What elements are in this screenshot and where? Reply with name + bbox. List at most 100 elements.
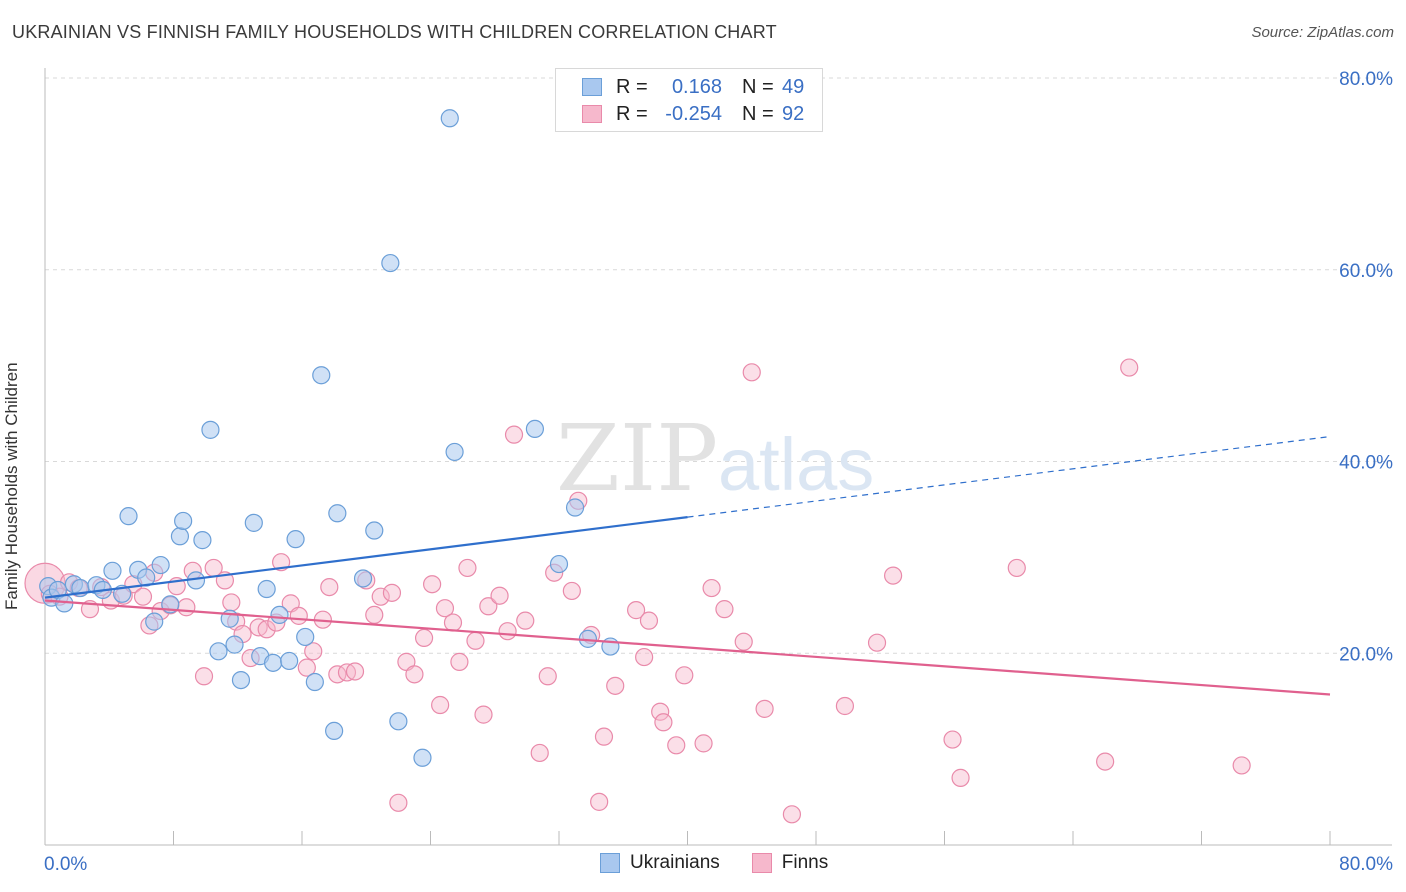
legend-label: Finns xyxy=(781,852,829,873)
ukrainians-trend-line xyxy=(44,516,688,599)
finns-point xyxy=(715,600,734,619)
ukrainians-point xyxy=(263,653,283,672)
r-value: -0.254 xyxy=(665,102,722,125)
finns-swatch xyxy=(751,853,772,873)
finns-swatch xyxy=(582,105,602,123)
finns-point xyxy=(466,631,485,650)
legend-item-finns: Finns xyxy=(751,852,829,874)
ukrainians-point xyxy=(525,419,545,439)
ukrainians-swatch xyxy=(600,853,620,873)
n-value: 92 xyxy=(782,102,805,125)
y-tick-label: 40.0% xyxy=(1339,453,1393,474)
correlation-legend: R = 0.168 N = 49 R = -0.254 N = 92 xyxy=(555,68,823,132)
finns-point xyxy=(635,647,654,667)
finns-point xyxy=(867,633,887,652)
finns-trend-line xyxy=(44,599,1331,696)
finns-point xyxy=(389,793,408,812)
finns-point xyxy=(516,611,535,630)
finns-point xyxy=(431,695,450,715)
ukrainians-point xyxy=(280,651,299,671)
finns-point xyxy=(782,805,802,824)
finns-point xyxy=(320,577,339,597)
ukrainians-point xyxy=(151,555,170,575)
ukrainians-point xyxy=(413,748,432,767)
finns-point xyxy=(1096,752,1115,771)
ukrainians-point xyxy=(565,498,585,517)
ukrainians-point xyxy=(225,635,244,654)
finns-point xyxy=(382,583,402,602)
legend-item-ukrainians: Ukrainians xyxy=(600,852,720,874)
ukrainians-point xyxy=(193,531,212,550)
n-value: 49 xyxy=(782,75,805,98)
finns-point xyxy=(606,676,625,695)
finns-point xyxy=(443,613,463,632)
ukrainians-point xyxy=(170,527,190,546)
ukrainians-point xyxy=(296,627,315,647)
finns-point xyxy=(345,662,365,681)
finns-point xyxy=(538,667,557,686)
trend-lines xyxy=(44,435,1331,696)
finns-point xyxy=(1232,756,1251,775)
finns-point xyxy=(651,702,670,721)
ukrainians-point xyxy=(103,561,122,580)
watermark-atlas: atlas xyxy=(718,423,874,506)
finns-point xyxy=(222,593,241,612)
finns-point xyxy=(755,699,774,718)
ukrainians-point xyxy=(353,569,373,588)
finns-point xyxy=(479,597,498,616)
ukrainians-point xyxy=(381,253,400,273)
ukrainians-point xyxy=(549,554,569,574)
r-label: R = xyxy=(616,102,648,125)
watermark: ZIP atlas xyxy=(556,405,874,512)
ukrainians-point xyxy=(119,507,138,526)
finns-point xyxy=(639,611,659,630)
ukrainians-point xyxy=(389,712,408,731)
finns-point xyxy=(194,667,214,686)
finns-point xyxy=(626,601,646,620)
finns-point xyxy=(530,743,549,763)
finns-point xyxy=(498,622,517,641)
n-label: N = xyxy=(742,75,774,98)
finns-point xyxy=(371,587,390,606)
finns-point xyxy=(943,730,962,749)
ukrainians-point xyxy=(270,605,289,625)
ukrainians-point xyxy=(174,511,193,531)
y-tick-label: 60.0% xyxy=(1339,261,1393,282)
finns-point xyxy=(289,606,308,625)
finns-point xyxy=(694,734,713,753)
finns-point xyxy=(654,713,673,732)
finns-point xyxy=(594,727,614,746)
finns-point xyxy=(562,581,581,601)
finns-point xyxy=(450,652,469,671)
ukrainians-point xyxy=(365,521,384,540)
finns-point xyxy=(423,575,442,594)
y-tick-label: 80.0% xyxy=(1339,69,1393,90)
ukrainians-point xyxy=(328,504,347,523)
finns-point xyxy=(405,665,424,684)
r-label: R = xyxy=(616,75,648,98)
finns-point xyxy=(474,705,493,724)
legend-row-ukrainians: R = 0.168 N = 49 xyxy=(582,75,824,99)
axes xyxy=(44,68,1392,846)
finns-point xyxy=(133,587,153,606)
finns-point xyxy=(297,658,316,677)
ukrainians-point xyxy=(209,642,228,661)
finns-point xyxy=(458,558,477,578)
finns-point xyxy=(883,566,903,585)
ukrainians-points xyxy=(39,109,620,767)
r-value: 0.168 xyxy=(671,75,722,98)
x-tick-label: 0.0% xyxy=(44,854,87,875)
series-legend: Ukrainians Finns xyxy=(600,852,860,874)
finns-point xyxy=(504,425,524,444)
source-label: Source: ZipAtlas.com xyxy=(1251,24,1394,41)
finns-point xyxy=(835,696,855,716)
ukrainians-point xyxy=(231,670,251,690)
ukrainians-point xyxy=(312,366,331,385)
ukrainians-point xyxy=(257,579,276,599)
finns-point xyxy=(414,628,434,648)
finns-point xyxy=(1007,558,1026,578)
finns-point xyxy=(490,586,509,605)
ukrainians-point xyxy=(145,612,164,631)
ukrainians-point xyxy=(325,721,344,741)
